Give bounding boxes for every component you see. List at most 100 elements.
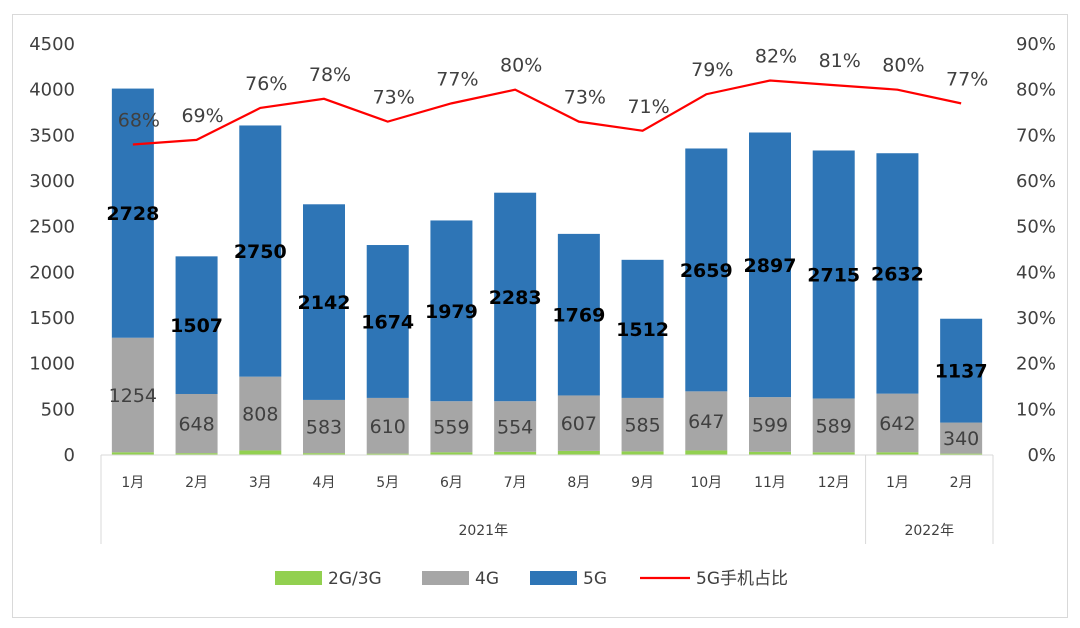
y-left-tick-label: 2000 xyxy=(29,262,75,283)
bar-5g-segment xyxy=(175,256,218,394)
bar-4g-segment xyxy=(239,376,282,451)
bar-2g3g-segment xyxy=(366,453,409,455)
line-data-label: 80% xyxy=(500,55,542,77)
x-axis-category-label: 8月 xyxy=(567,475,590,491)
y-left-tick-label: 1500 xyxy=(29,308,75,329)
x-axis-category-label: 6月 xyxy=(440,475,463,491)
x-axis-category-label: 9月 xyxy=(631,475,654,491)
bar-5g-data-label: 1507 xyxy=(170,315,223,337)
y-left-tick-label: 0 xyxy=(64,445,75,466)
y-left-tick-label: 4000 xyxy=(29,80,75,101)
line-data-label: 77% xyxy=(946,68,988,90)
bar-5g-segment xyxy=(303,204,345,400)
y-right-tick-label: 70% xyxy=(1016,125,1056,146)
bar-4g-data-label: 648 xyxy=(178,414,214,436)
bar-4g-data-label: 1254 xyxy=(109,385,157,407)
y-left-tick-label: 4500 xyxy=(29,34,75,55)
bar-4g-data-label: 647 xyxy=(688,411,724,433)
bar-5g-data-label: 2283 xyxy=(489,287,542,309)
bar-4g-data-label: 589 xyxy=(816,415,852,437)
y-right-tick-label: 60% xyxy=(1016,171,1056,192)
line-data-label: 81% xyxy=(819,50,861,72)
bar-5g-segment xyxy=(812,150,855,399)
line-5g-share xyxy=(132,79,962,146)
bar-4g-data-label: 585 xyxy=(624,415,660,437)
bar-2g3g-segment xyxy=(430,452,473,455)
bar-2g3g-segment xyxy=(175,453,218,455)
legend-label: 5G手机占比 xyxy=(696,569,788,589)
bar-4g-data-label: 340 xyxy=(943,428,979,450)
y-right-tick-label: 90% xyxy=(1016,34,1056,55)
x-axis-category-label: 12月 xyxy=(818,475,850,491)
x-axis-category-label: 2月 xyxy=(950,475,973,491)
bar-5g-data-label: 2897 xyxy=(744,255,797,277)
y-right-tick-label: 10% xyxy=(1016,399,1056,420)
bar-2g3g-segment xyxy=(876,452,919,455)
bar-5g-data-label: 1979 xyxy=(425,301,478,323)
x-axis-category-label: 1月 xyxy=(121,475,144,491)
bar-2g3g-segment xyxy=(303,453,345,455)
bar-2g3g-segment xyxy=(557,450,600,455)
y-right-tick-label: 30% xyxy=(1016,308,1056,329)
bar-5g-segment xyxy=(685,148,728,392)
bar-4g-segment xyxy=(749,397,791,452)
bar-4g-segment xyxy=(557,395,600,451)
bar-5g-data-label: 2632 xyxy=(871,263,924,285)
bar-5g-segment xyxy=(111,88,154,338)
bar-4g-segment xyxy=(430,401,473,453)
line-data-label: 68% xyxy=(118,109,160,131)
bar-5g-segment xyxy=(494,192,537,402)
bar-2g3g-segment xyxy=(685,450,728,455)
y-right-tick-label: 40% xyxy=(1016,262,1056,283)
bar-4g-data-label: 599 xyxy=(752,414,788,436)
bar-5g-segment xyxy=(749,132,791,398)
bar-4g-segment xyxy=(812,398,855,453)
line-data-label: 77% xyxy=(436,68,478,90)
chart-frame: 0 500 1000 1500 2000 2500 3000 3500 4000 4500 0% 10… xyxy=(12,14,1068,618)
bar-4g-segment xyxy=(876,393,919,453)
y-right-tick-label: 80% xyxy=(1016,80,1056,101)
line-data-label: 76% xyxy=(245,73,287,95)
bar-4g-segment xyxy=(685,391,728,451)
bar-5g-segment xyxy=(940,318,983,423)
bar-4g-segment xyxy=(940,422,983,454)
bar-2g3g-segment xyxy=(940,453,983,455)
bar-4g-data-label: 607 xyxy=(561,413,597,435)
bar-5g-data-label: 1769 xyxy=(552,305,605,327)
bar-4g-data-label: 559 xyxy=(433,417,469,439)
bar-5g-data-label: 1674 xyxy=(361,311,414,333)
y-left-tick-label: 500 xyxy=(41,399,75,420)
bar-4g-data-label: 610 xyxy=(370,416,406,438)
line-data-label: 82% xyxy=(755,46,797,68)
bar-4g-data-label: 642 xyxy=(879,413,915,435)
y-right-tick-label: 20% xyxy=(1016,354,1056,375)
bar-5g-data-label: 2728 xyxy=(106,203,159,225)
line-data-label: 73% xyxy=(373,87,415,109)
bar-2g3g-segment xyxy=(621,451,664,455)
bar-2g3g-segment xyxy=(494,451,537,455)
y-left-tick-label: 1000 xyxy=(29,354,75,375)
legend-swatch xyxy=(275,571,322,585)
bar-2g3g-segment xyxy=(111,452,154,455)
bar-4g-segment xyxy=(621,397,664,452)
x-axis-category-label: 11月 xyxy=(754,475,786,491)
line-data-label: 78% xyxy=(309,64,351,86)
bar-5g-data-label: 2750 xyxy=(234,241,287,263)
bar-4g-segment xyxy=(494,401,537,452)
legend-label: 2G/3G xyxy=(328,569,382,589)
bar-4g-segment xyxy=(303,399,345,454)
bar-5g-segment xyxy=(557,233,600,396)
y-left-tick-label: 3500 xyxy=(29,125,75,146)
bar-2g3g-segment xyxy=(239,450,282,455)
bar-4g-data-label: 808 xyxy=(242,404,278,426)
bar-2g3g-segment xyxy=(749,451,791,455)
bar-5g-data-label: 1512 xyxy=(616,319,669,341)
y-left-tick-label: 2500 xyxy=(29,217,75,238)
line-data-label: 80% xyxy=(882,55,924,77)
x-axis-year-label: 2022年 xyxy=(904,523,954,539)
combo-chart: 0 500 1000 1500 2000 2500 3000 3500 4000 4500 0% 10… xyxy=(29,34,1056,589)
legend-label: 5G xyxy=(583,569,607,589)
legend-swatch xyxy=(530,571,577,585)
bar-4g-data-label: 583 xyxy=(306,417,342,439)
bar-5g-segment xyxy=(430,220,473,402)
